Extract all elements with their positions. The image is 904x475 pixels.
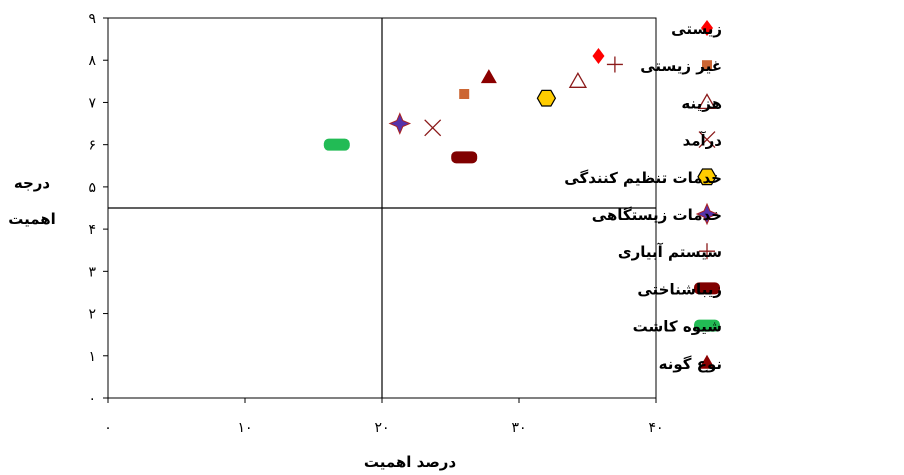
legend-marker: [702, 60, 712, 71]
y-tick-label: ۹: [88, 11, 96, 27]
legend-item: زیستی: [671, 20, 722, 38]
legend-marker: [694, 319, 720, 332]
axes: ۰ ۱۰ ۲۰ ۳۰ ۴۰ ۰ ۱ ۲ ۳ ۴ ۵ ۶ ۷ ۸ ۹: [88, 11, 663, 436]
legend-item: خدمات زیستگاهی: [592, 202, 722, 226]
legend-marker: [699, 354, 715, 369]
y-tick-label: ۴: [88, 222, 96, 238]
legend-item: هزینه: [681, 93, 722, 112]
legend-marker: [697, 93, 717, 110]
legend-label: غیر زیستی: [640, 57, 722, 75]
data-point: [424, 119, 442, 137]
legend-label: هزینه: [681, 94, 722, 112]
legend: زیستی غیر زیستی هزینه درآمد خدمات تنظیم کنند…: [564, 20, 722, 373]
legend-marker: [698, 131, 716, 149]
legend-label: نوع گونه: [659, 355, 722, 373]
legend-marker: [699, 243, 715, 260]
legend-marker: [701, 20, 713, 36]
legend-item: سیستم آبیاری: [618, 243, 722, 261]
legend-label: سیستم آبیاری: [618, 243, 722, 261]
data-points: [323, 48, 623, 164]
x-tick-label: ۰: [104, 420, 112, 436]
x-tick-label: ۲۰: [374, 420, 389, 436]
legend-item: زیباشناختی: [637, 280, 722, 298]
legend-label: زیباشناختی: [637, 280, 722, 298]
x-tick-label: ۴۰: [648, 420, 663, 436]
legend-label: خدمات تنظیم کنندگی: [564, 169, 722, 187]
legend-marker: [697, 168, 717, 186]
data-point: [592, 48, 605, 64]
x-tick-label: ۳۰: [511, 420, 526, 436]
legend-label: درآمد: [683, 132, 723, 150]
y-axis-title-line-1: درجه: [14, 174, 51, 192]
reference-lines: [108, 18, 656, 398]
y-tick-label: ۰: [88, 391, 96, 407]
y-tick-label: ۷: [88, 95, 96, 111]
y-tick-label: ۱: [88, 349, 96, 365]
x-tick-label: ۱۰: [237, 420, 252, 436]
legend-marker: [694, 282, 720, 295]
y-axis-title-line-2: اهمیت: [8, 210, 56, 228]
x-axis-title: درصد اهمیت: [364, 453, 457, 471]
data-point: [323, 138, 350, 151]
legend-item: خدمات تنظیم کنندگی: [564, 168, 722, 187]
data-point: [459, 89, 470, 99]
legend-label: زیستی: [671, 20, 722, 38]
y-tick-label: ۵: [88, 180, 96, 196]
y-tick-label: ۶: [88, 138, 96, 154]
data-point: [451, 151, 478, 164]
data-point: [606, 56, 623, 73]
y-tick-label: ۳: [88, 264, 96, 280]
legend-item: نوع گونه: [659, 354, 722, 373]
legend-item: شیوه کاشت: [633, 318, 722, 336]
data-point: [388, 112, 412, 135]
y-tick-label: ۲: [88, 307, 96, 323]
data-point: [568, 72, 588, 88]
legend-marker: [695, 202, 719, 226]
legend-label: خدمات زیستگاهی: [592, 206, 722, 224]
data-point: [480, 69, 497, 84]
legend-label: شیوه کاشت: [633, 318, 722, 336]
legend-item: غیر زیستی: [640, 57, 722, 75]
y-tick-label: ۸: [88, 53, 96, 69]
data-point: [536, 89, 557, 107]
legend-item: درآمد: [683, 131, 723, 150]
